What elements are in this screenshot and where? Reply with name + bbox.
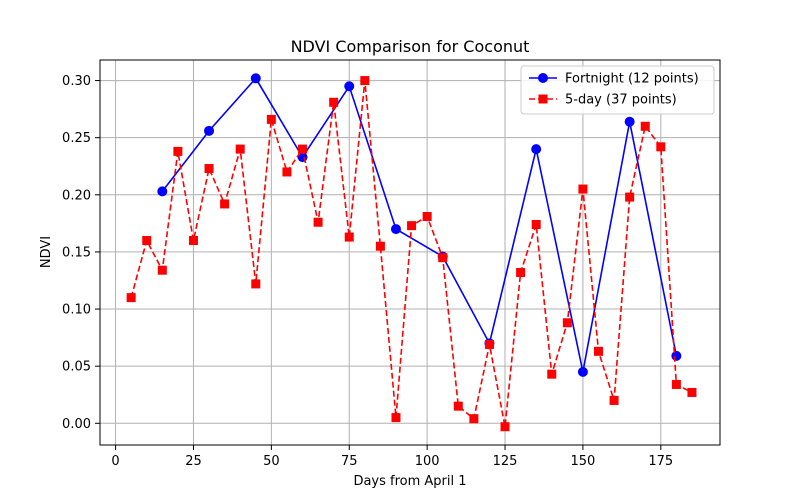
data-point: [250, 73, 261, 84]
data-point: [484, 339, 494, 349]
data-point: [516, 267, 526, 277]
series-line: [161, 76, 678, 373]
data-point: [157, 265, 167, 275]
legend-item: 5-day (37 points): [529, 93, 677, 108]
y-axis-label: NDVI: [39, 236, 54, 268]
data-point: [391, 413, 401, 423]
x-tick-label: 175: [648, 454, 673, 469]
data-point: [407, 221, 417, 231]
x-tick-label: 75: [341, 454, 358, 469]
data-point: [282, 167, 292, 177]
data-point: [438, 253, 448, 263]
data-point: [298, 144, 308, 154]
x-tick-label: 125: [493, 454, 518, 469]
y-tick-label: 0.00: [62, 417, 91, 432]
x-tick-label: 100: [415, 454, 440, 469]
data-point: [142, 236, 152, 246]
x-axis-label: Days from April 1: [353, 474, 466, 489]
data-point: [625, 192, 635, 202]
data-point: [671, 379, 681, 389]
plot-series: [126, 73, 697, 432]
data-point: [220, 199, 230, 209]
y-tick-label: 0.15: [62, 245, 91, 260]
data-point: [173, 146, 183, 156]
data-point: [157, 186, 168, 197]
x-tick-label: 150: [571, 454, 596, 469]
data-point: [266, 114, 276, 124]
x-tick-label: 25: [185, 454, 202, 469]
data-point: [531, 220, 541, 230]
data-point: [547, 369, 557, 379]
data-point: [593, 346, 603, 356]
y-tick-label: 0.20: [62, 188, 91, 203]
y-tick-label: 0.05: [62, 360, 91, 375]
legend-marker-swatch: [538, 94, 548, 104]
legend-label: 5-day (37 points): [565, 93, 677, 108]
data-point: [577, 366, 588, 377]
data-point: [609, 395, 619, 405]
data-point: [453, 401, 463, 411]
data-point: [531, 144, 542, 155]
data-point: [640, 121, 650, 131]
legend-label: Fortnight (12 points): [565, 72, 699, 87]
axis-ticks: 0 25 50 75 100 125 150 175 0.00 0.05 0.10 0.15 0.20 0…: [62, 74, 673, 469]
legend-item: Fortnight (12 points): [529, 72, 699, 87]
y-tick-label: 0.30: [62, 74, 91, 89]
plot-frame: [99, 59, 721, 446]
data-point: [360, 76, 370, 86]
x-tick-label: 50: [263, 454, 280, 469]
data-point: [204, 164, 214, 174]
data-point: [235, 144, 245, 154]
data-point: [390, 224, 401, 235]
data-point: [624, 116, 635, 127]
data-point: [188, 236, 198, 246]
chart-title: NDVI Comparison for Coconut: [291, 37, 530, 56]
data-point: [687, 387, 697, 397]
data-point: [375, 241, 385, 251]
series-five-day: [126, 76, 697, 432]
data-point: [578, 184, 588, 194]
data-point: [313, 217, 323, 227]
data-point: [422, 212, 432, 222]
data-point: [469, 414, 479, 424]
data-point: [251, 279, 261, 289]
series-line: [130, 80, 693, 427]
legend-marker-swatch: [538, 73, 548, 83]
legend: Fortnight (12 points) 5-day (37 points): [520, 65, 715, 115]
y-tick-label: 0.25: [62, 131, 91, 146]
data-point: [329, 97, 339, 107]
y-tick-label: 0.10: [62, 303, 91, 318]
data-point: [500, 422, 510, 432]
data-point: [344, 81, 355, 92]
data-point: [562, 318, 572, 328]
data-point: [671, 350, 682, 361]
data-point: [344, 232, 354, 242]
data-point: [656, 142, 666, 152]
legend-box: [520, 65, 715, 115]
data-point: [204, 125, 215, 136]
data-point: [126, 293, 136, 303]
x-tick-label: 0: [111, 454, 119, 469]
series-fortnight: [157, 73, 682, 377]
